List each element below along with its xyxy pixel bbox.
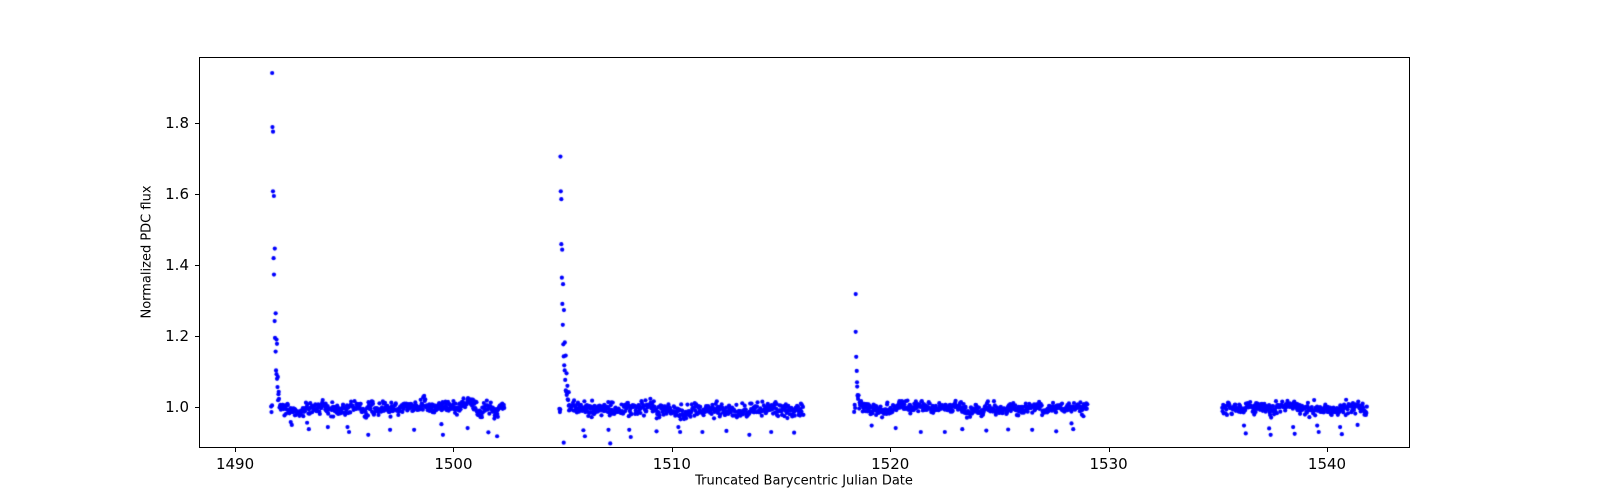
x-tick-mark: [1108, 448, 1110, 452]
x-tick-mark: [235, 448, 237, 452]
x-tick-label: 1510: [652, 455, 691, 473]
y-axis-label: Normalized PDC flux: [139, 185, 155, 319]
y-tick-mark: [195, 407, 199, 409]
x-tick-mark: [890, 448, 892, 452]
y-tick-mark: [195, 122, 199, 124]
y-tick-mark: [195, 193, 199, 195]
x-tick-label: 1490: [215, 455, 255, 473]
x-tick-label: 1530: [1089, 455, 1128, 473]
scatter-plot-canvas: [199, 57, 1410, 448]
x-tick-label: 1500: [434, 455, 473, 473]
x-tick-label: 1540: [1307, 455, 1347, 473]
y-tick-mark: [195, 336, 199, 338]
x-tick-mark: [1327, 448, 1328, 452]
y-tick-mark: [195, 264, 199, 266]
x-tick-label: 1520: [871, 455, 910, 473]
x-tick-mark: [453, 448, 455, 452]
x-tick-mark: [671, 448, 673, 452]
x-axis-label: Truncated Barycentric Julian Date: [695, 473, 913, 489]
